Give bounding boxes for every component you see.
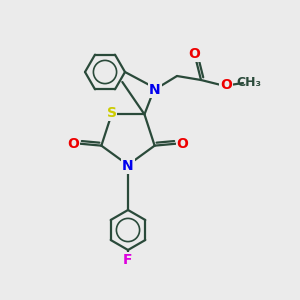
Text: F: F <box>123 253 133 267</box>
Text: O: O <box>220 78 232 92</box>
Text: N: N <box>149 83 161 97</box>
Text: CH₃: CH₃ <box>236 76 262 89</box>
Text: O: O <box>177 137 189 151</box>
Text: N: N <box>122 159 134 173</box>
Text: S: S <box>106 106 116 120</box>
Text: O: O <box>68 137 79 151</box>
Text: O: O <box>188 47 200 61</box>
